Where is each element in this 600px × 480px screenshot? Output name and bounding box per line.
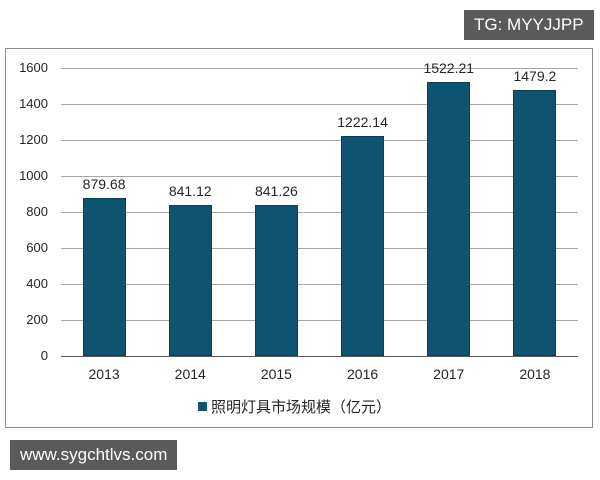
bar-value-label: 841.12 (168, 182, 212, 199)
legend-swatch-icon (198, 402, 207, 411)
x-tick-label: 2016 (347, 366, 379, 382)
bar-2017 (427, 82, 471, 356)
plot-area: 879.68 841.12 841.26 1222.14 1522.21 1479.2 (61, 60, 578, 357)
chart-frame (5, 48, 593, 428)
gridline (61, 68, 578, 69)
y-tick-label: 600 (26, 240, 48, 255)
y-tick-label: 1600 (19, 60, 48, 75)
x-tick-label: 2013 (88, 366, 120, 382)
legend: 照明灯具市场规模（亿元） (198, 396, 391, 417)
gridline (61, 212, 578, 213)
bar-2014 (168, 204, 212, 356)
y-tick-label: 1200 (19, 132, 48, 147)
bar-2016 (341, 136, 385, 356)
gridline (61, 320, 578, 321)
bar-2013 (82, 197, 126, 356)
bar-value-label: 1522.21 (423, 60, 475, 77)
gridline (61, 176, 578, 177)
x-axis-line (61, 356, 578, 357)
y-tick-label: 0 (40, 348, 48, 363)
y-tick-label: 200 (26, 312, 48, 327)
x-tick-label: 2017 (433, 366, 465, 382)
bar-value-label: 1222.14 (337, 114, 388, 130)
gridline (61, 284, 578, 285)
x-tick-label: 2018 (519, 366, 551, 382)
gridline (61, 104, 578, 105)
y-tick-label: 400 (26, 276, 48, 291)
gridline (61, 140, 578, 141)
legend-label: 照明灯具市场规模（亿元） (211, 399, 392, 416)
x-tick-label: 2014 (174, 366, 206, 382)
gridline (61, 248, 578, 249)
bar-value-label: 841.26 (254, 182, 298, 199)
watermark-top: TG: MYYJJPP (464, 10, 594, 40)
y-tick-label: 800 (26, 204, 48, 219)
x-tick-label: 2015 (260, 366, 292, 382)
bar-value-label: 1479.2 (513, 67, 557, 84)
bar-2018 (513, 89, 557, 356)
y-tick-label: 1400 (19, 96, 48, 111)
bar-2015 (254, 204, 298, 356)
y-tick-label: 1000 (19, 168, 48, 183)
watermark-bottom: www.sygchtlvs.com (10, 440, 178, 470)
bar-value-label: 879.68 (82, 175, 126, 192)
